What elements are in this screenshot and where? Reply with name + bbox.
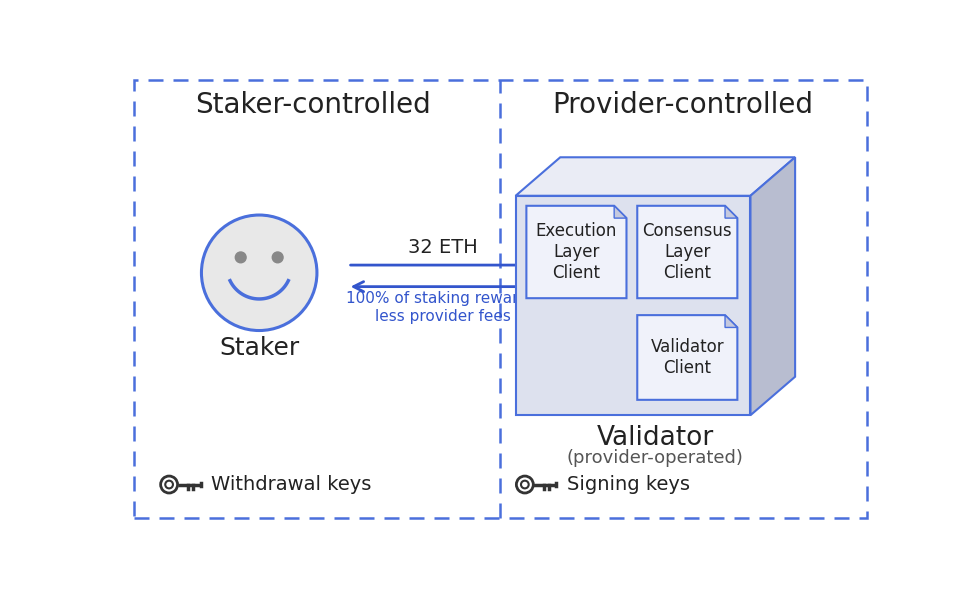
Text: Withdrawal keys: Withdrawal keys <box>212 475 372 494</box>
Text: Validator: Validator <box>596 425 714 451</box>
Text: Consensus
Layer
Client: Consensus Layer Client <box>642 222 732 282</box>
Text: 32 ETH: 32 ETH <box>408 239 478 258</box>
Text: Staker-controlled: Staker-controlled <box>195 91 431 119</box>
Text: Provider-controlled: Provider-controlled <box>552 91 813 119</box>
Polygon shape <box>725 315 737 327</box>
Polygon shape <box>751 157 795 415</box>
Polygon shape <box>515 157 795 196</box>
Polygon shape <box>637 206 737 298</box>
Text: Signing keys: Signing keys <box>567 475 690 494</box>
Polygon shape <box>725 206 737 218</box>
Text: Validator
Client: Validator Client <box>650 338 724 377</box>
Circle shape <box>201 215 317 330</box>
Circle shape <box>235 252 246 263</box>
Text: Execution
Layer
Client: Execution Layer Client <box>536 222 617 282</box>
FancyBboxPatch shape <box>515 196 751 415</box>
Polygon shape <box>637 315 737 400</box>
Text: 100% of staking rewards,
less provider fees: 100% of staking rewards, less provider f… <box>346 291 541 324</box>
Polygon shape <box>526 206 627 298</box>
Text: (provider-operated): (provider-operated) <box>567 449 744 466</box>
Circle shape <box>272 252 283 263</box>
Polygon shape <box>614 206 627 218</box>
Text: Staker: Staker <box>219 336 300 361</box>
